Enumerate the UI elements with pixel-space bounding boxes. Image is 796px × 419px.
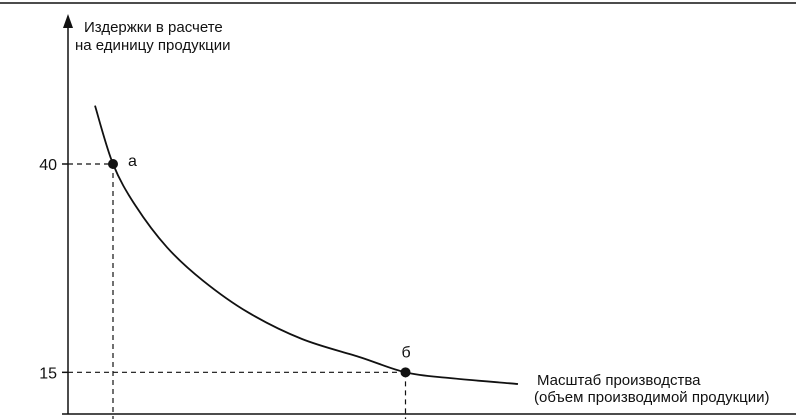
x-axis-label-line-1: Масштаб производства [537, 372, 701, 389]
cost-curve [94, 105, 519, 385]
y-axis-label-line-1: Издержки в расчете [84, 19, 223, 36]
y-axis-label-line-2: на единицу продукции [75, 37, 231, 54]
y-tick-label-0: 40 [39, 157, 57, 174]
y-tick-label-1: 15 [39, 365, 57, 382]
point-0-label: а [128, 153, 137, 170]
x-axis-label-line-2: (объем производимой продукции) [534, 389, 769, 406]
point-1-marker [400, 367, 411, 378]
point-0-marker [108, 159, 118, 169]
plot-area: 40 15 а б [39, 105, 519, 419]
point-1-label: б [402, 344, 411, 361]
y-axis-arrowhead [63, 14, 73, 28]
